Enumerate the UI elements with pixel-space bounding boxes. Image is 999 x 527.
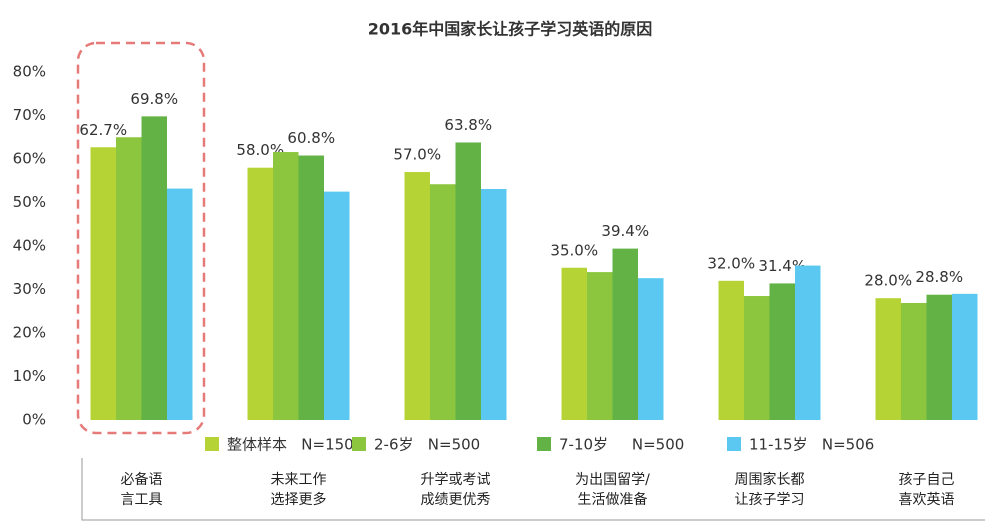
bar xyxy=(167,188,193,420)
x-tick-label: 周围家长都 让孩子学习 xyxy=(734,472,805,508)
bar xyxy=(952,293,978,420)
bar xyxy=(795,265,821,420)
bar xyxy=(561,267,587,420)
bar xyxy=(481,189,507,420)
bar xyxy=(298,155,324,420)
highlight-box xyxy=(76,41,206,435)
legend-swatch xyxy=(205,437,219,451)
x-tick-label: 未来工作 选择更多 xyxy=(270,472,327,508)
y-tick-label: 30% xyxy=(13,280,46,298)
bar xyxy=(141,116,167,421)
data-label: 32.0% xyxy=(707,254,755,272)
bar xyxy=(612,248,638,420)
chart-title: 2016年中国家长让孩子学习英语的原因 xyxy=(368,20,653,39)
bar xyxy=(116,137,142,420)
legend-label: 2-6岁 N=500 xyxy=(374,436,480,454)
x-tick-label: 必备语 言工具 xyxy=(120,472,163,508)
bar xyxy=(926,294,952,420)
data-label: 28.0% xyxy=(864,272,912,290)
data-label: 57.0% xyxy=(393,146,441,164)
bar xyxy=(404,172,430,420)
bar xyxy=(324,191,350,420)
legend-swatch xyxy=(352,437,366,451)
y-tick-label: 70% xyxy=(13,106,46,124)
bar xyxy=(455,142,481,420)
legend-label: 11-15岁 N=506 xyxy=(749,436,874,454)
legend-swatch xyxy=(537,437,551,451)
data-label: 63.8% xyxy=(444,116,492,134)
y-tick-label: 10% xyxy=(13,367,46,385)
bar xyxy=(273,152,299,421)
legend-swatch xyxy=(727,437,741,451)
bar xyxy=(430,184,456,420)
y-tick-label: 20% xyxy=(13,324,46,342)
bar xyxy=(718,280,744,420)
bar xyxy=(247,167,273,420)
data-label: 28.8% xyxy=(915,268,963,286)
y-tick-label: 80% xyxy=(13,63,46,81)
data-label: 69.8% xyxy=(130,90,178,108)
bar xyxy=(769,283,795,420)
data-label: 39.4% xyxy=(601,222,649,240)
data-label: 60.8% xyxy=(287,129,335,147)
bar xyxy=(875,298,901,420)
data-label: 31.4% xyxy=(758,257,806,275)
bar xyxy=(587,272,613,420)
data-label: 35.0% xyxy=(550,241,598,259)
legend-label: 7-10岁 N=500 xyxy=(559,436,684,454)
data-label: 58.0% xyxy=(236,141,284,159)
bar xyxy=(638,278,664,420)
bar xyxy=(90,147,116,420)
bar xyxy=(744,296,770,420)
y-tick-label: 0% xyxy=(22,411,46,429)
data-label: 62.7% xyxy=(79,121,127,139)
y-tick-label: 40% xyxy=(13,237,46,255)
legend-label: 整体样本 N=1506 xyxy=(227,436,363,454)
y-tick-label: 60% xyxy=(13,150,46,168)
bar xyxy=(901,302,927,420)
category-frame xyxy=(81,458,985,521)
y-tick-label: 50% xyxy=(13,193,46,211)
x-tick-label: 为出国留学/ 生活做准备 xyxy=(575,472,650,508)
x-tick-label: 孩子自己 喜欢英语 xyxy=(898,472,955,508)
x-tick-label: 升学或考试 成绩更优秀 xyxy=(420,472,491,508)
